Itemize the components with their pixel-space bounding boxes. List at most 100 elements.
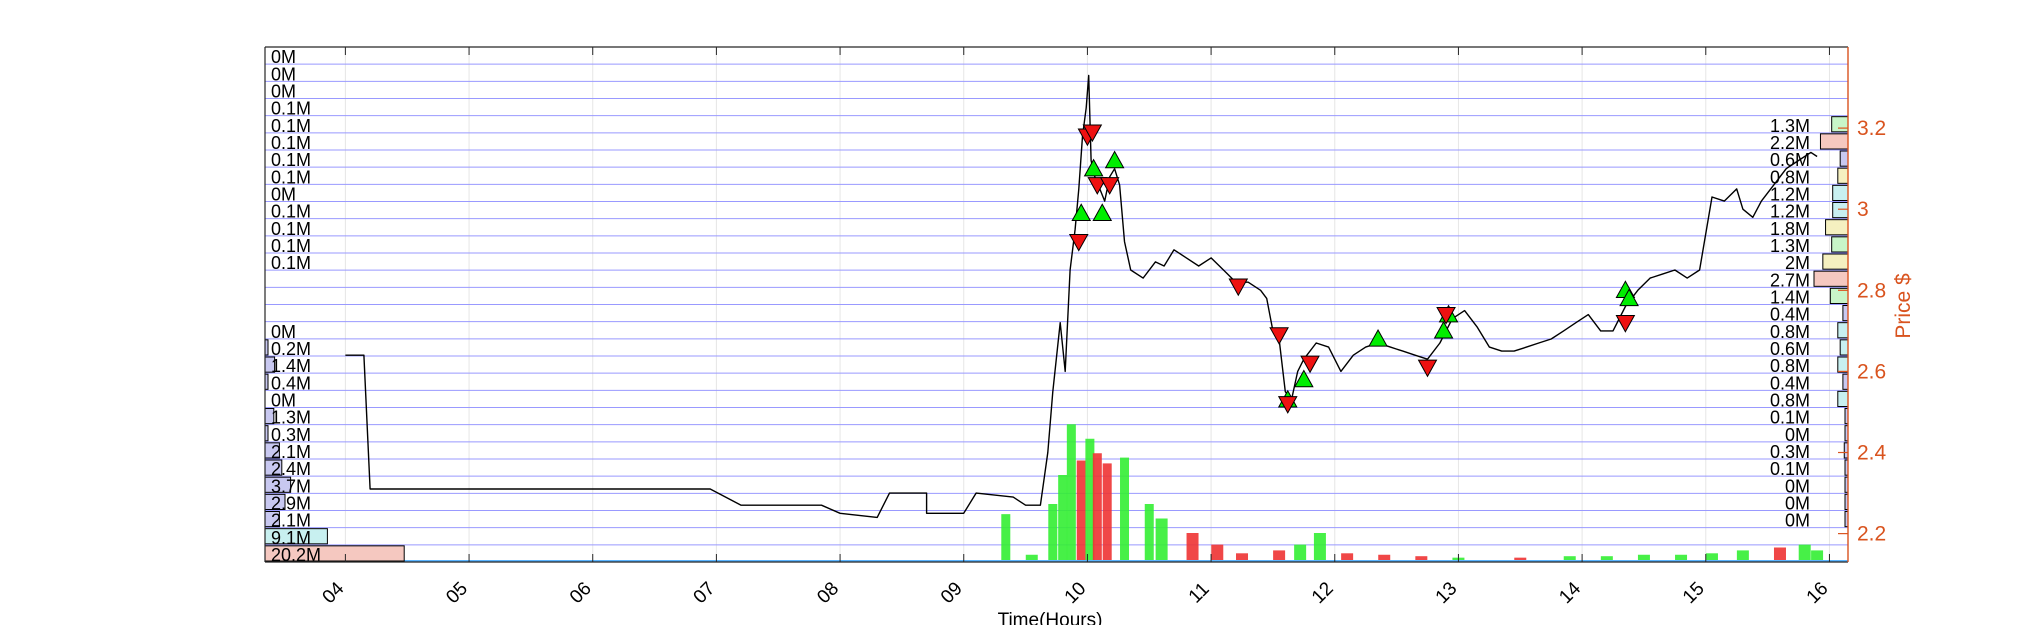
- volume-bar: [1186, 533, 1199, 562]
- volume-profile-label: 2.1M: [271, 442, 311, 462]
- volume-profile-label: 0.3M: [271, 425, 311, 445]
- volume-profile-label: 20.2M: [271, 545, 321, 565]
- volume-bar: [1155, 518, 1168, 562]
- volume-bar: [1811, 550, 1824, 562]
- volume-bar: [1085, 438, 1095, 562]
- volume-profile-bin: [1825, 219, 1849, 236]
- volume-profile-label: 0M: [1785, 425, 1810, 445]
- volume-bar: [1600, 556, 1613, 562]
- buy-marker: [1092, 203, 1113, 221]
- x-tick-label: 16: [1803, 578, 1833, 608]
- volume-bar: [1675, 554, 1688, 562]
- volume-profile-label: 0M: [271, 185, 296, 205]
- volume-profile-label: 0M: [1785, 476, 1810, 496]
- volume-bar: [1637, 554, 1650, 562]
- volume-profile-bin: [1839, 150, 1849, 167]
- volume-profile-label: 2.2M: [1770, 133, 1810, 153]
- volume-profile-label: 0.1M: [271, 236, 311, 256]
- volume-profile-bin: [1839, 339, 1849, 356]
- y-tick-label: 2.4: [1857, 442, 1887, 465]
- volume-profile-bin: [1832, 184, 1849, 201]
- volume-profile-bin: [1837, 167, 1849, 184]
- volume-profile-label: 0M: [271, 64, 296, 84]
- volume-profile-label: 1.4M: [1770, 288, 1810, 308]
- x-tick-label: 13: [1432, 578, 1462, 608]
- volume-bar: [1048, 504, 1058, 562]
- buy-marker: [1619, 288, 1639, 307]
- volume-bar: [1273, 550, 1286, 562]
- volume-profile-label: 0.1M: [271, 150, 311, 170]
- volume-profile-bin: [1831, 236, 1849, 253]
- volume-bar: [1092, 453, 1102, 562]
- volume-bar: [1058, 475, 1068, 562]
- volume-profile-label: 0.1M: [271, 133, 311, 153]
- volume-bar: [1236, 553, 1249, 562]
- x-tick-label: 05: [442, 578, 472, 608]
- price-series: [345, 74, 1818, 519]
- y-tick-label: 3.2: [1857, 117, 1886, 140]
- sell-marker: [1228, 278, 1249, 297]
- volume-profile-label: 0.1M: [271, 202, 311, 222]
- volume-bar: [1514, 557, 1527, 562]
- axes: [264, 46, 1849, 563]
- x-tick-label: 07: [690, 578, 720, 608]
- volume-profile-label: 1.3M: [271, 408, 311, 428]
- volume-profile-label: 1.8M: [1770, 219, 1810, 239]
- volume-bar: [1563, 556, 1576, 562]
- sell-marker: [1436, 306, 1456, 325]
- volume-profile-label: 1.2M: [1770, 185, 1810, 205]
- volume-bar: [1294, 544, 1307, 562]
- volume-profile-label: 0.8M: [1770, 322, 1810, 342]
- volume-profile-label: 0M: [271, 322, 296, 342]
- volume-profile-label: 1.3M: [1770, 116, 1810, 136]
- volume-bar: [1144, 504, 1154, 562]
- volume-profile-label: 0.1M: [271, 219, 311, 239]
- volume-bar: [1025, 554, 1038, 562]
- volume-bar: [1736, 550, 1749, 562]
- volume-profile-bin: [1819, 133, 1849, 150]
- x-tick-label: 12: [1308, 578, 1338, 608]
- sell-marker: [1277, 396, 1298, 414]
- volume-bar: [1341, 553, 1354, 562]
- sell-marker: [1087, 177, 1108, 195]
- volume-bar: [1773, 547, 1786, 562]
- volume-bar: [1705, 553, 1718, 562]
- sell-marker: [1417, 359, 1438, 378]
- volume-profile-label: 1.2M: [1770, 202, 1810, 222]
- volume-profile-label: 0.4M: [1770, 373, 1810, 393]
- sell-marker: [1099, 177, 1120, 195]
- volume-profile-label: 0.4M: [1770, 305, 1810, 325]
- volume-bar: [1313, 533, 1326, 562]
- x-tick-label: 09: [937, 578, 967, 608]
- volume-profile-label: 0M: [271, 391, 296, 411]
- y-axis-label-right: Price $: [1892, 273, 1915, 339]
- volume-profile-label: 0M: [271, 82, 296, 102]
- volume-profile-label: 3.7M: [271, 476, 311, 496]
- volume-profile-label: 2.7M: [1770, 270, 1810, 290]
- x-axis-label: Time(Hours): [998, 610, 1103, 625]
- sell-marker: [1615, 315, 1636, 333]
- volume-profile-label: 0.8M: [1770, 167, 1810, 187]
- volume-profile-label: 0.6M: [1770, 339, 1810, 359]
- buy-marker: [1293, 369, 1314, 388]
- volume-bar: [1378, 554, 1391, 562]
- x-tick-label: 04: [319, 578, 349, 608]
- volume-profile-label: 1.3M: [1770, 236, 1810, 256]
- price-line: [345, 74, 1818, 519]
- volume-bar: [1120, 457, 1130, 562]
- volume-profile-label: 0.1M: [271, 99, 311, 119]
- buy-marker: [1104, 150, 1125, 169]
- price-level-gridlines: [265, 46, 1848, 563]
- volume-bar: [1076, 460, 1086, 562]
- volume-profile-label: 0.1M: [1770, 459, 1810, 479]
- volume-bar: [1066, 424, 1076, 562]
- x-tick-label: 08: [813, 578, 843, 608]
- volume-profile-label: 1.4M: [271, 356, 311, 376]
- volume-profile-label: 2M: [1785, 253, 1810, 273]
- y-tick-label: 2.6: [1857, 360, 1886, 383]
- x-tick-label: 10: [1061, 578, 1091, 608]
- volume-profile-label: 0.1M: [271, 253, 311, 273]
- volume-bar: [1211, 544, 1224, 562]
- volume-bar: [1102, 463, 1112, 562]
